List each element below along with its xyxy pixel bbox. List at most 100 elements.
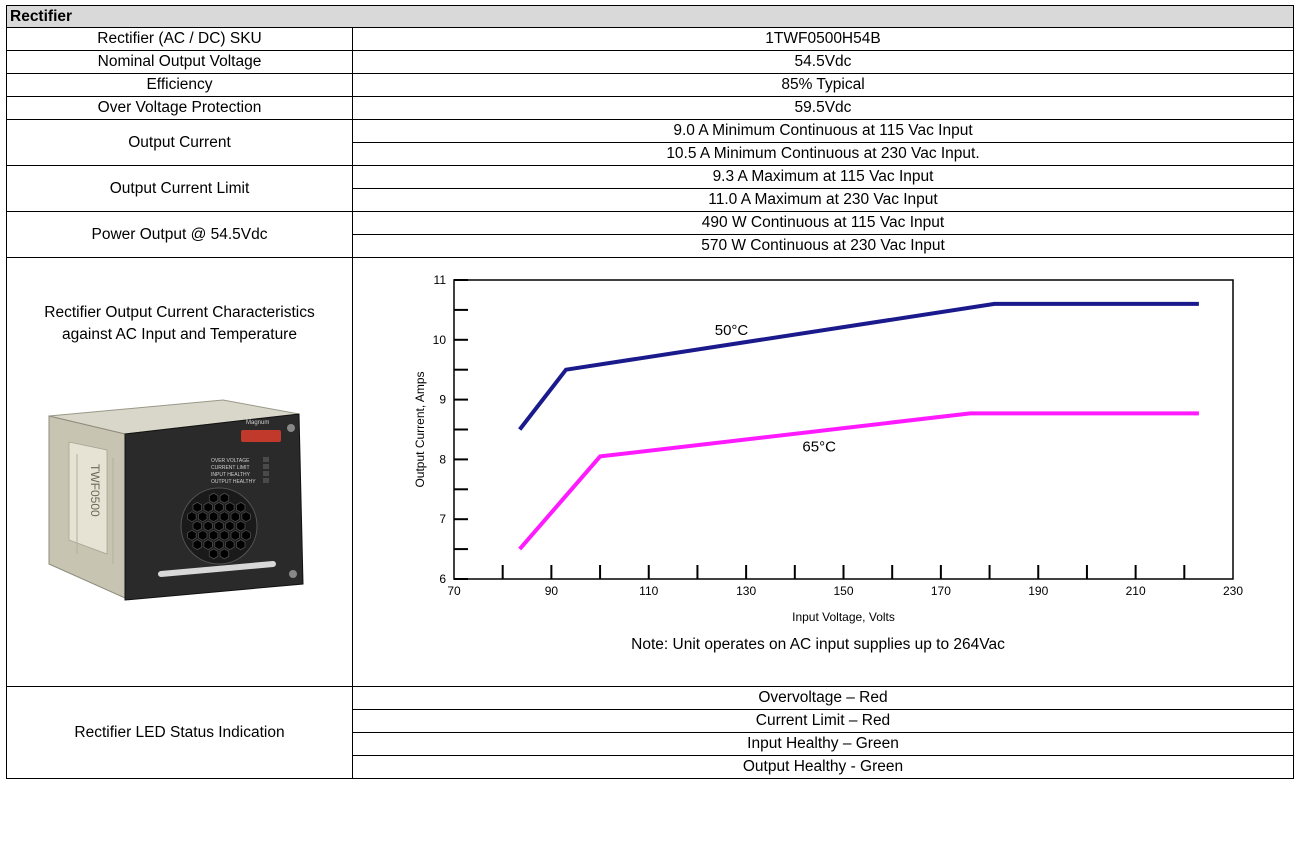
fan-hole (208, 492, 219, 504)
x-tick-label: 90 (545, 584, 559, 598)
y-tick-label: 10 (433, 333, 447, 347)
table-row: 10.5 A Minimum Continuous at 230 Vac Inp… (7, 142, 1294, 166)
section-title: Rectifier (6, 5, 1294, 28)
fan-hole (219, 529, 230, 541)
series-line-1 (518, 411, 1199, 551)
led-output-healthy: Output Healthy - Green (352, 755, 1294, 779)
table-row: Power Output @ 54.5Vdc 490 W Continuous … (6, 211, 1294, 258)
x-axis-label: Input Voltage, Volts (792, 610, 895, 624)
rectifier-module-photo-icon: TWF0500 Magnum OVER VOLTAGE CURRENT LIMI… (48, 399, 304, 601)
table-row: Input Healthy – Green (7, 732, 1294, 756)
efficiency-value: 85% Typical (352, 73, 1294, 97)
current-limit-label: Output Current Limit (6, 165, 353, 212)
nominal-voltage-label: Nominal Output Voltage (6, 50, 353, 74)
series-line-0 (518, 301, 1199, 431)
table-row: Rectifier LED Status Indication Overvolt… (6, 686, 1294, 779)
x-tick-label: 130 (736, 584, 756, 598)
table-row: Rectifier Output Current Characteristics… (6, 257, 1294, 687)
output-current-value-230: 10.5 A Minimum Continuous at 230 Vac Inp… (352, 142, 1294, 166)
sku-value: 1TWF0500H54B (352, 27, 1294, 51)
fan-hole (187, 511, 197, 523)
power-output-value-115: 490 W Continuous at 115 Vac Input (352, 211, 1294, 235)
svg-text:INPUT HEALTHY: INPUT HEALTHY (211, 472, 251, 478)
table-row: Efficiency 85% Typical (6, 73, 1294, 97)
x-tick-label: 150 (833, 584, 853, 598)
y-axis-label: Output Current, Amps (413, 371, 427, 487)
fan-hole (203, 501, 213, 513)
table-row: 11.0 A Maximum at 230 Vac Input (7, 188, 1294, 212)
y-tick-label: 6 (439, 572, 446, 586)
x-tick-label: 190 (1028, 584, 1048, 598)
fan-hole (219, 548, 230, 560)
fan-hole (235, 501, 246, 513)
svg-text:CURRENT LIMIT: CURRENT LIMIT (211, 465, 250, 471)
table-row: Output Healthy - Green (7, 755, 1294, 779)
fan-hole (203, 520, 213, 532)
x-tick-label: 210 (1126, 584, 1146, 598)
ovp-label: Over Voltage Protection (6, 96, 353, 120)
x-tick-label: 110 (639, 584, 658, 598)
x-tick-label: 70 (447, 584, 461, 598)
sku-label: Rectifier (AC / DC) SKU (6, 27, 353, 51)
fan-hole (187, 529, 197, 541)
fan-hole (208, 511, 219, 523)
y-tick-label: 11 (434, 273, 447, 287)
characteristics-label-line2: against AC Input and Temperature (62, 326, 297, 343)
fan-hole (214, 520, 224, 532)
characteristics-chart: 6 7 8 9 10 11 70 90 110 130 150 170 190 210 230 50°C 65°… (353, 258, 1288, 686)
svg-text:OUTPUT HEALTHY: OUTPUT HEALTHY (211, 479, 256, 485)
nominal-voltage-value: 54.5Vdc (352, 50, 1294, 74)
table-row: Nominal Output Voltage 54.5Vdc (6, 50, 1294, 74)
fan-hole (225, 501, 235, 513)
y-tick-label: 7 (439, 512, 446, 526)
characteristics-note: Note: Unit operates on AC input supplies… (631, 636, 1005, 653)
fan-hole (214, 501, 224, 513)
led-label: Rectifier LED Status Indication (6, 686, 353, 779)
fan-hole (219, 492, 230, 504)
fan-hole (214, 539, 224, 551)
fan-hole (225, 520, 235, 532)
ovp-value: 59.5Vdc (352, 96, 1294, 120)
fan-hole (230, 511, 241, 523)
fan-hole (203, 539, 213, 551)
power-output-value-230: 570 W Continuous at 230 Vac Input (352, 234, 1294, 258)
svg-text:Magnum: Magnum (246, 420, 269, 426)
rectifier-spec-table: Rectifier Rectifier (AC / DC) SKU 1TWF05… (6, 5, 1294, 779)
series-annotation-1: 65°C (802, 439, 836, 456)
fan-hole (208, 548, 219, 560)
power-output-label: Power Output @ 54.5Vdc (6, 211, 353, 258)
fan-hole (235, 520, 246, 532)
fan-hole (192, 520, 203, 532)
led-overvoltage: Overvoltage – Red (352, 686, 1294, 710)
fan-hole (192, 539, 203, 551)
fan-hole (208, 529, 219, 541)
fan-hole (197, 529, 208, 541)
table-row: Over Voltage Protection 59.5Vdc (6, 96, 1294, 120)
led-current-limit: Current Limit – Red (352, 709, 1294, 733)
output-current-chart: 6 7 8 9 10 11 70 90 110 130 150 170 190 210 230 50°C 65°… (413, 273, 1243, 653)
fan-hole (235, 539, 246, 551)
series-annotation-0: 50°C (715, 322, 749, 339)
product-model-text: TWF0500 (88, 464, 102, 517)
output-current-label: Output Current (6, 119, 353, 166)
characteristics-label: Rectifier Output Current Characteristics… (7, 302, 352, 346)
x-tick-label: 170 (931, 584, 951, 598)
current-limit-value-230: 11.0 A Maximum at 230 Vac Input (352, 188, 1294, 212)
table-row: Output Current Limit 9.3 A Maximum at 11… (6, 165, 1294, 212)
fan-hole (241, 529, 251, 541)
output-current-value-115: 9.0 A Minimum Continuous at 115 Vac Inpu… (352, 119, 1294, 143)
current-limit-value-115: 9.3 A Maximum at 115 Vac Input (352, 165, 1294, 189)
y-tick-label: 8 (439, 452, 446, 466)
characteristics-chart-cell: 6 7 8 9 10 11 70 90 110 130 150 170 190 210 230 50°C 65°… (352, 257, 1294, 687)
table-row: Rectifier (AC / DC) SKU 1TWF0500H54B (6, 27, 1294, 51)
x-tick-label: 230 (1223, 584, 1243, 598)
led-input-healthy: Input Healthy – Green (352, 732, 1294, 756)
characteristics-label-cell: Rectifier Output Current Characteristics… (6, 257, 353, 687)
fan-hole (230, 529, 241, 541)
fan-hole (197, 511, 208, 523)
fan-hole (192, 501, 203, 513)
fan-hole (241, 511, 251, 523)
y-tick-label: 9 (439, 393, 446, 407)
fan-hole (219, 511, 230, 523)
characteristics-label-line1: Rectifier Output Current Characteristics (44, 304, 315, 321)
